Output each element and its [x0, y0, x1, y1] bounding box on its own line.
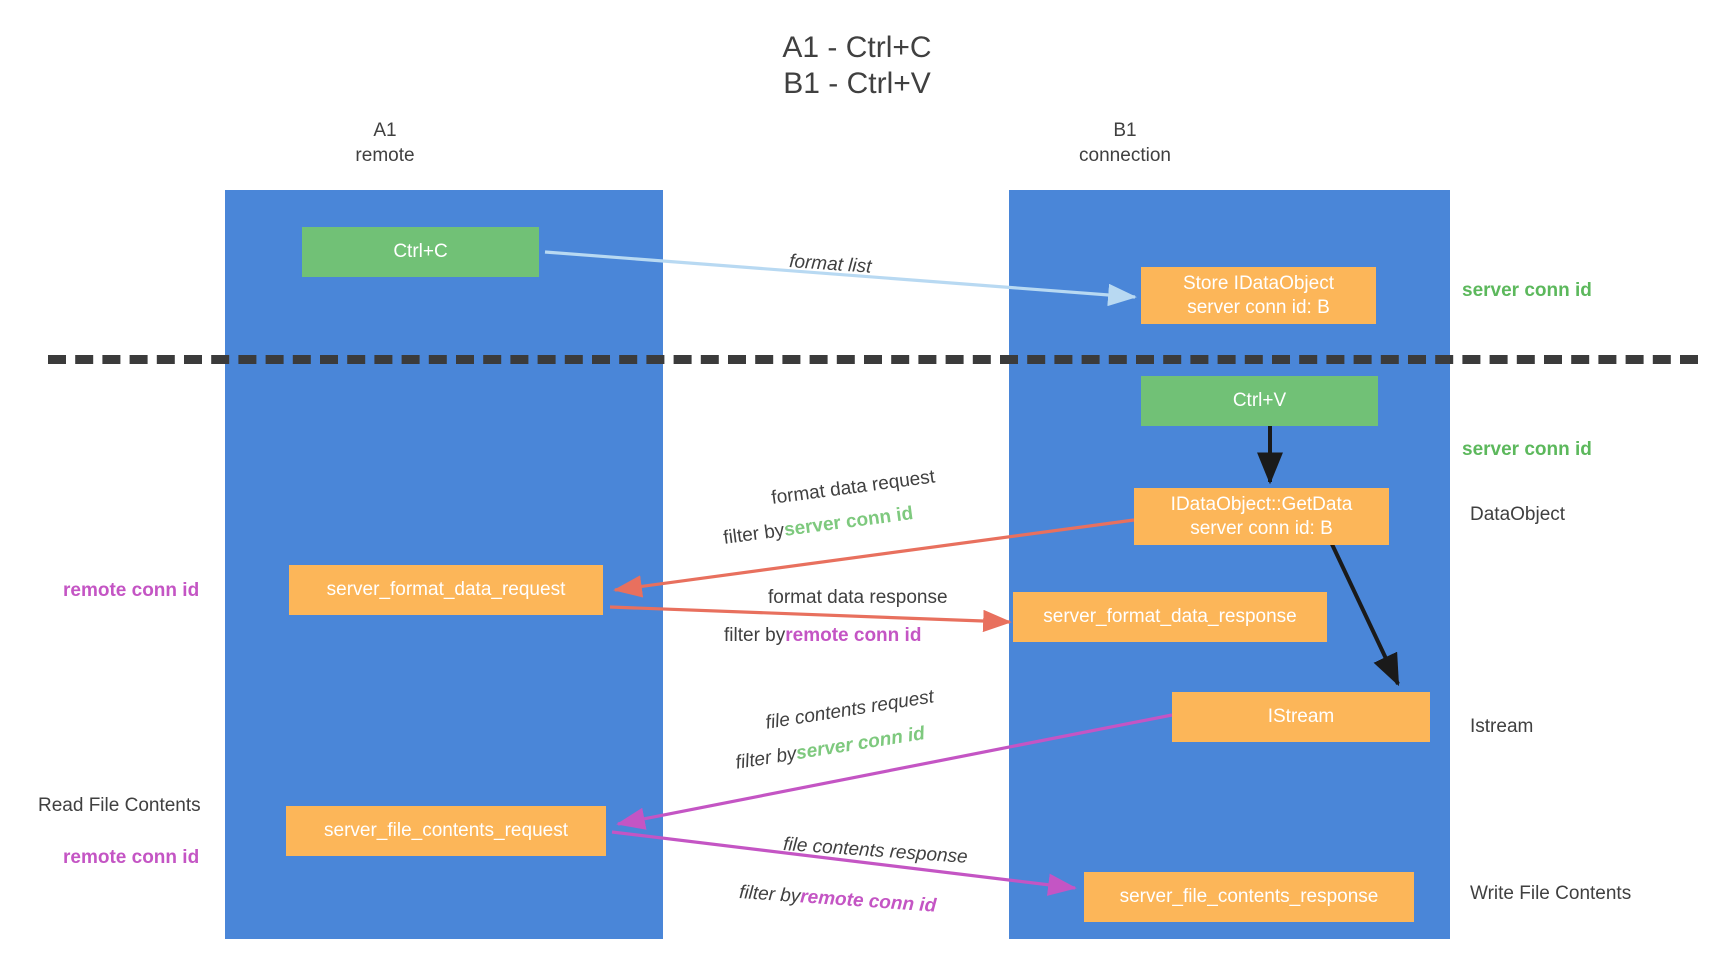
edge-label-format-data-response: format data response [768, 586, 948, 610]
box-istream[interactable]: IStream [1172, 692, 1430, 742]
box-store-idataobject-line1: Store IDataObject [1182, 272, 1335, 294]
column-a1-sub: remote [355, 145, 415, 166]
box-ctrl-v[interactable]: Ctrl+V [1141, 376, 1378, 426]
box-ctrl-c-label: Ctrl+C [393, 241, 448, 262]
filter-key-remote-conn-id: remote conn id [785, 625, 922, 646]
label-remote-conn-id-mid: remote conn id [63, 580, 200, 601]
label-read-file-contents: Read File Contents [38, 795, 201, 816]
title-line-1: A1 - Ctrl+C [782, 31, 932, 64]
box-server-file-contents-request-label: server_file_contents_request [324, 820, 568, 841]
label-dataobject: DataObject [1470, 504, 1566, 525]
column-b1-sub: connection [1079, 145, 1171, 166]
filter-prefix: filter by [724, 625, 786, 646]
box-server-format-data-request[interactable]: server_format_data_request [289, 565, 603, 615]
label-write-file-contents: Write File Contents [1470, 883, 1632, 904]
box-store-idataobject[interactable]: Store IDataObject server conn id: B [1141, 267, 1376, 324]
page-title: A1 - Ctrl+C B1 - Ctrl+V [0, 30, 1714, 102]
arrow-format-data-request [613, 518, 1135, 598]
label-server-conn-id-top: server conn id [1462, 280, 1592, 301]
box-ctrl-v-label: Ctrl+V [1232, 390, 1287, 411]
arrow-file-contents-response [611, 830, 1077, 896]
box-server-format-data-request-label: server_format_data_request [326, 579, 566, 600]
phase-divider [48, 355, 1698, 364]
filter-prefix: filter by [738, 881, 802, 908]
box-getdata-line1: IDataObject::GetData [1170, 493, 1353, 515]
box-server-file-contents-response[interactable]: server_file_contents_response [1084, 872, 1414, 922]
arrow-format-data-response [609, 605, 1012, 633]
title-line-2: B1 - Ctrl+V [783, 67, 931, 100]
box-istream-label: IStream [1267, 706, 1335, 727]
box-server-format-data-response[interactable]: server_format_data_response [1013, 592, 1327, 642]
label-istream: Istream [1470, 716, 1534, 737]
box-server-format-data-response-label: server_format_data_response [1043, 606, 1297, 627]
box-store-idataobject-line2: server conn id: B [1187, 296, 1330, 318]
edge-label-format-data-response-filter: filter byremote conn id [724, 624, 921, 648]
arrow-file-contents-request [616, 713, 1173, 830]
box-ctrl-c[interactable]: Ctrl+C [302, 227, 539, 277]
box-server-file-contents-response-label: server_file_contents_response [1119, 886, 1379, 907]
arrow-format-list [544, 250, 1137, 307]
column-header-b1: B1 connection [1030, 118, 1220, 168]
box-server-file-contents-request[interactable]: server_file_contents_request [286, 806, 606, 856]
column-a1-name: A1 [373, 120, 397, 141]
column-b1-name: B1 [1113, 120, 1137, 141]
arrow-getdata-to-istream [1328, 539, 1400, 687]
label-server-conn-id-mid: server conn id [1462, 439, 1592, 460]
edge-label-format-data-response-text: format data response [768, 587, 948, 608]
column-header-a1: A1 remote [290, 118, 480, 168]
box-idataobject-getdata[interactable]: IDataObject::GetData server conn id: B [1134, 488, 1389, 545]
box-getdata-line2: server conn id: B [1190, 517, 1333, 539]
label-remote-conn-id-bottom: remote conn id [63, 847, 200, 868]
